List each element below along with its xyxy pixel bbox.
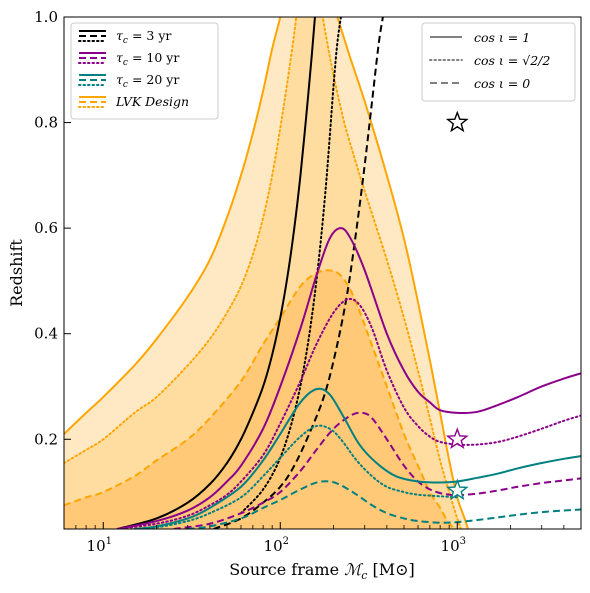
y-tick-label: 0.6 — [34, 219, 58, 237]
axis-ticks: 101 102 103 0.2 0.4 0.6 0.8 1.0 — [34, 8, 582, 555]
markers — [445, 110, 469, 501]
legend-right-label: cos ι = 1 — [474, 30, 530, 45]
legend-left-label: τc = 20 yr — [116, 72, 179, 90]
legend-right-box — [421, 22, 576, 102]
series-lines — [64, 17, 581, 529]
series-line-tau10-solid-8 — [117, 227, 581, 529]
x-tick-label: 103 — [441, 536, 466, 555]
band-inner — [64, 270, 458, 529]
legend-left-box — [70, 22, 219, 120]
x-tick-label: 101 — [87, 536, 112, 555]
series-line-tau20-solid-11 — [134, 387, 581, 529]
star-marker-1 — [445, 427, 469, 449]
series-line-tau10-dotted-9 — [116, 297, 581, 529]
lvk-bands — [64, 17, 469, 529]
legend-left-label: τc = 10 yr — [116, 50, 179, 68]
series-line-tau3-dashed-7 — [213, 17, 384, 529]
y-tick-label: 0.2 — [34, 430, 58, 448]
series-line-lvk-solid-0 — [64, 17, 282, 435]
x-axis-label: Source frame ℳc [M⊙] — [229, 560, 415, 582]
series-line-tau20-dashed-13 — [187, 480, 581, 529]
plot-frame — [63, 16, 582, 530]
y-tick-label: 1.0 — [34, 8, 58, 26]
y-tick-label: 0.4 — [34, 325, 58, 343]
series-line-tau10-dashed-10 — [173, 411, 581, 529]
y-axis-label: Redshift — [7, 239, 26, 307]
star-marker-2 — [445, 478, 469, 501]
legend-right: cos ι = 1 cos ι = √2/2 cos ι = 0 — [421, 22, 576, 102]
legend-left: τc = 3 yr τc = 10 yr τc = 20 yr LVK Design — [70, 22, 219, 120]
legend-right-label: cos ι = √2/2 — [474, 53, 550, 68]
legend-left-label: τc = 3 yr — [116, 28, 171, 46]
series-line-lvk-dotted-3 — [321, 17, 463, 529]
legend-right-label: cos ι = 0 — [474, 76, 530, 91]
y-tick-label: 0.8 — [34, 114, 58, 132]
star-marker-0 — [445, 110, 469, 133]
legend-left-label: LVK Design — [115, 94, 189, 109]
x-tick-label: 102 — [264, 536, 289, 555]
series-line-lvk-dotted-2 — [64, 17, 298, 465]
series-line-tau3-dotted-6 — [240, 17, 342, 515]
series-line-tau3-solid-5 — [117, 17, 316, 529]
